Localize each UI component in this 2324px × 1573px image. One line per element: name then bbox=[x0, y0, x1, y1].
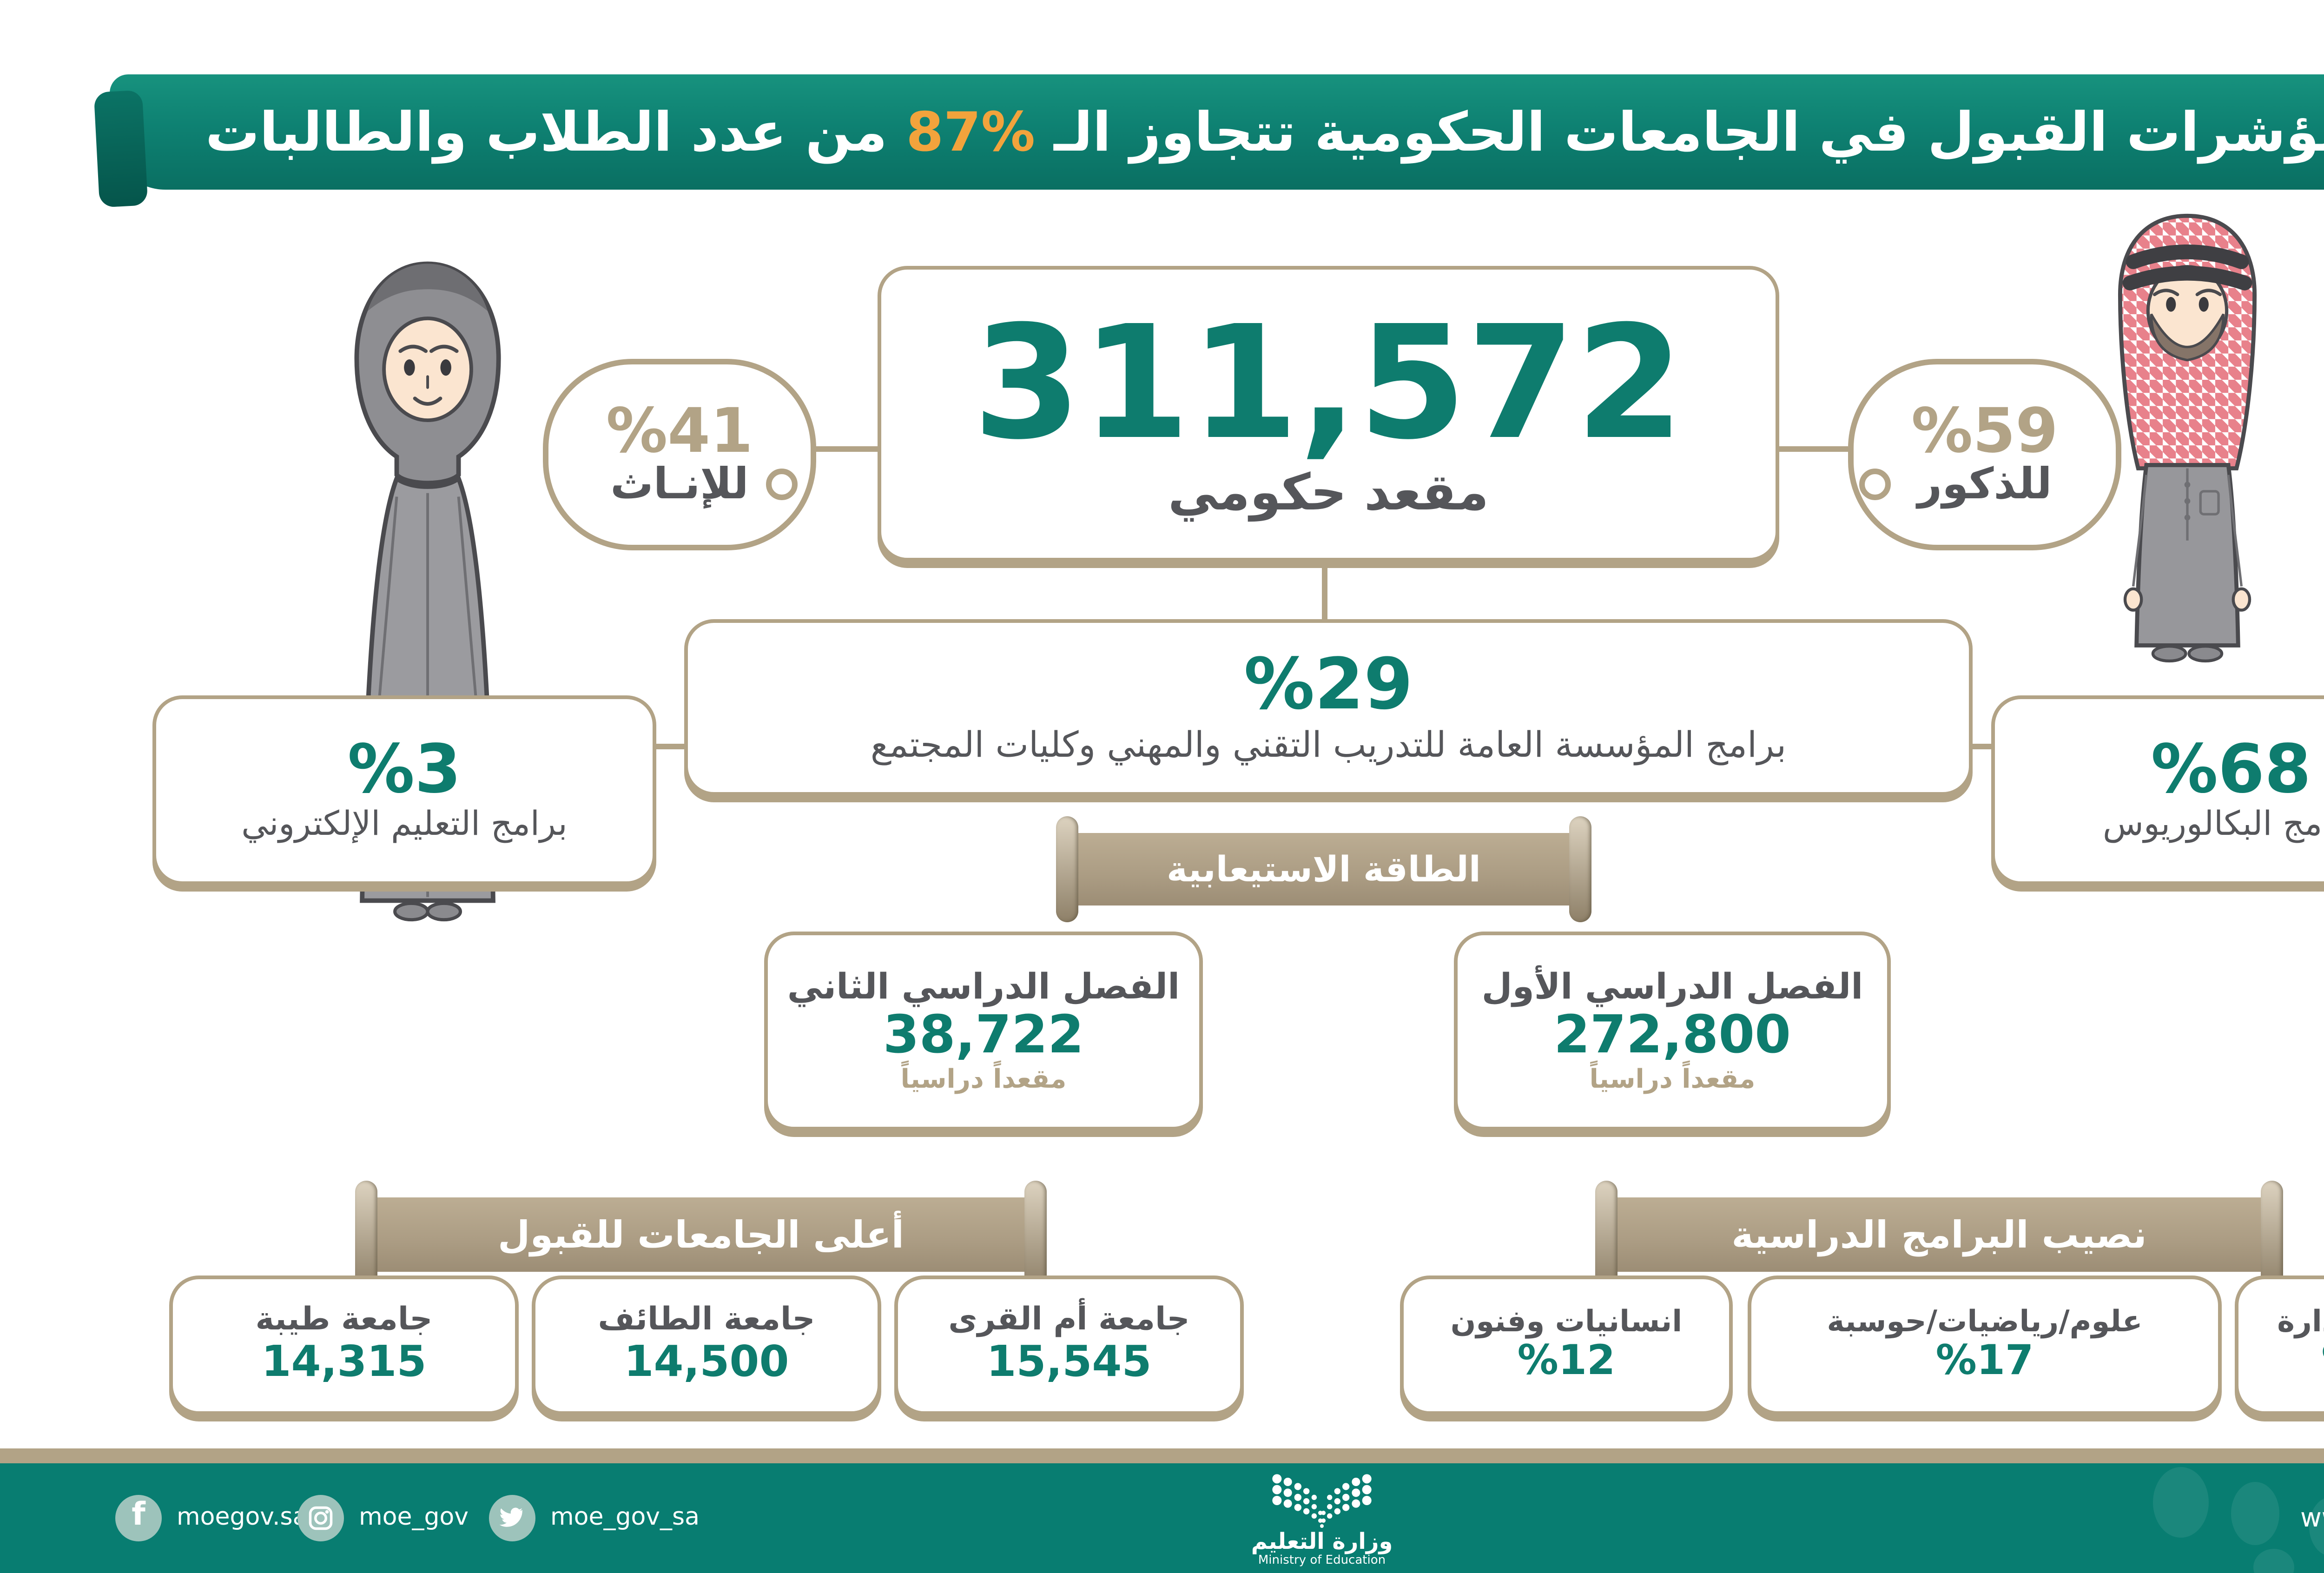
footer-bar: f moegov.sa moe_gov moe_gov_sa bbox=[0, 1463, 2324, 1573]
university-card-taibah: جامعة طيبة 14,315 bbox=[169, 1276, 519, 1415]
facebook-handle: moegov.sa bbox=[177, 1504, 308, 1532]
female-share-label: للإنـاث bbox=[610, 461, 749, 510]
website-url[interactable]: www.moe.gov.sa bbox=[2300, 1503, 2324, 1533]
total-seats-label: مقعد حكومي bbox=[1168, 465, 1489, 522]
female-share-percent: %41 bbox=[606, 393, 753, 466]
female-connector-line bbox=[805, 446, 878, 451]
program-shares-ribbon: نصيب البرامج الدراسية bbox=[1595, 1181, 2283, 1289]
university-value: 14,315 bbox=[261, 1339, 427, 1388]
first-semester-card: الفصل الدراسي الأول 272,800 مقعداً دراسي… bbox=[1454, 932, 1891, 1130]
share-name: أعمال وإدارة bbox=[2277, 1304, 2324, 1340]
first-semester-title: الفصل الدراسي الأول bbox=[1481, 967, 1863, 1008]
male-student-illustration bbox=[2097, 208, 2278, 669]
university-card-taif: جامعة الطائف 14,500 bbox=[532, 1276, 881, 1415]
first-semester-unit: مقعداً دراسياً bbox=[1589, 1065, 1756, 1095]
decorative-dot bbox=[2253, 1549, 2294, 1573]
title-highlight-percent: %87 bbox=[906, 100, 1035, 164]
facebook-icon: f bbox=[115, 1495, 162, 1541]
elearning-label: برامج التعليم الإلكتروني bbox=[241, 806, 568, 845]
share-percent: %19 bbox=[2322, 1339, 2324, 1386]
instagram-icon bbox=[297, 1495, 344, 1541]
page-title: مؤشرات القبول في الجامعات الحكومية تتجاو… bbox=[205, 100, 2324, 164]
second-semester-unit: مقعداً دراسياً bbox=[900, 1065, 1067, 1095]
bachelor-connector-line bbox=[1965, 744, 1991, 748]
ministry-name-arabic: وزارة التعليم bbox=[1251, 1528, 1393, 1554]
center-vertical-connector bbox=[1322, 554, 1327, 619]
share-percent: %17 bbox=[1935, 1339, 2034, 1386]
university-value: 14,500 bbox=[624, 1339, 789, 1388]
female-connector-node bbox=[766, 469, 798, 500]
share-name: علوم/رياضيات/حوسبة bbox=[1827, 1304, 2143, 1340]
share-card-business-admin: أعمال وإدارة %19 bbox=[2235, 1276, 2324, 1415]
instagram-handle: moe_gov bbox=[359, 1504, 469, 1532]
male-share-label: للذكور bbox=[1917, 461, 2052, 510]
bachelor-programs-card: %68 برامج البكالوريوس bbox=[1991, 695, 2324, 885]
decorative-dot bbox=[2231, 1482, 2279, 1545]
decorative-dot bbox=[2153, 1467, 2209, 1538]
share-percent: %12 bbox=[1517, 1339, 1616, 1386]
share-card-humanities: انسانيات وفنون %12 bbox=[1400, 1276, 1733, 1415]
top-universities-ribbon-label: أعلى الجامعات للقبول bbox=[497, 1212, 905, 1257]
instagram-social-item[interactable]: moe_gov bbox=[297, 1463, 469, 1573]
man-icon bbox=[2118, 213, 2257, 663]
university-name: جامعة طيبة bbox=[255, 1302, 433, 1340]
title-banner: مؤشرات القبول في الجامعات الحكومية تتجاو… bbox=[110, 74, 2324, 190]
male-connector-line bbox=[1772, 446, 1848, 451]
program-shares-ribbon-label: نصيب البرامج الدراسية bbox=[1731, 1212, 2147, 1257]
facebook-social-item[interactable]: f moegov.sa bbox=[115, 1463, 308, 1573]
ministry-logo: وزارة التعليم Ministry of Education bbox=[1201, 1469, 1443, 1573]
second-semester-card: الفصل الدراسي الثاني 38,722 مقعداً دراسي… bbox=[764, 932, 1203, 1130]
ministry-name-english: Ministry of Education bbox=[1258, 1553, 1386, 1568]
male-share-tag: %59 للذكور bbox=[1848, 359, 2121, 550]
male-share-percent: %59 bbox=[1911, 393, 2058, 466]
university-value: 15,545 bbox=[986, 1339, 1152, 1388]
elearning-programs-card: %3 برامج التعليم الإلكتروني bbox=[152, 695, 656, 885]
elearning-connector-line bbox=[649, 744, 684, 748]
total-seats-value: 311,572 bbox=[972, 292, 1684, 474]
university-name: جامعة الطائف bbox=[598, 1302, 815, 1340]
tvtc-programs-card: %29 برامج المؤسسة العامة للتدريب التقني … bbox=[684, 619, 1973, 796]
second-semester-title: الفصل الدراسي الثاني bbox=[787, 967, 1180, 1008]
university-card-umm-al-qura: جامعة أم القرى 15,545 bbox=[894, 1276, 1244, 1415]
twitter-handle: moe_gov_sa bbox=[550, 1504, 700, 1532]
capacity-ribbon-label: الطاقة الاستيعابية bbox=[1167, 849, 1481, 890]
bachelor-percent: %68 bbox=[2151, 732, 2311, 808]
share-name: انسانيات وفنون bbox=[1450, 1304, 1683, 1340]
capacity-section-ribbon: الطاقة الاستيعابية bbox=[1056, 816, 1591, 922]
top-universities-ribbon: أعلى الجامعات للقبول bbox=[355, 1181, 1047, 1289]
bachelor-label: برامج البكالوريوس bbox=[2102, 806, 2324, 845]
tvtc-percent: %29 bbox=[1244, 643, 1413, 726]
tvtc-label: برامج المؤسسة العامة للتدريب التقني والم… bbox=[870, 725, 1787, 766]
second-semester-value: 38,722 bbox=[883, 1004, 1084, 1066]
ministry-logo-icon bbox=[1272, 1474, 1372, 1528]
university-name: جامعة أم القرى bbox=[948, 1302, 1190, 1340]
first-semester-value: 272,800 bbox=[1553, 1004, 1791, 1066]
share-card-science-math-computing: علوم/رياضيات/حوسبة %17 bbox=[1748, 1276, 2222, 1415]
female-share-tag: %41 للإنـاث bbox=[543, 359, 816, 550]
twitter-social-item[interactable]: moe_gov_sa bbox=[489, 1463, 700, 1573]
twitter-icon bbox=[489, 1495, 535, 1541]
footer-divider bbox=[0, 1448, 2324, 1463]
elearning-percent: %3 bbox=[347, 732, 462, 808]
total-seats-card: 311,572 مقعد حكومي bbox=[878, 266, 1779, 562]
male-connector-node bbox=[1859, 469, 1891, 500]
